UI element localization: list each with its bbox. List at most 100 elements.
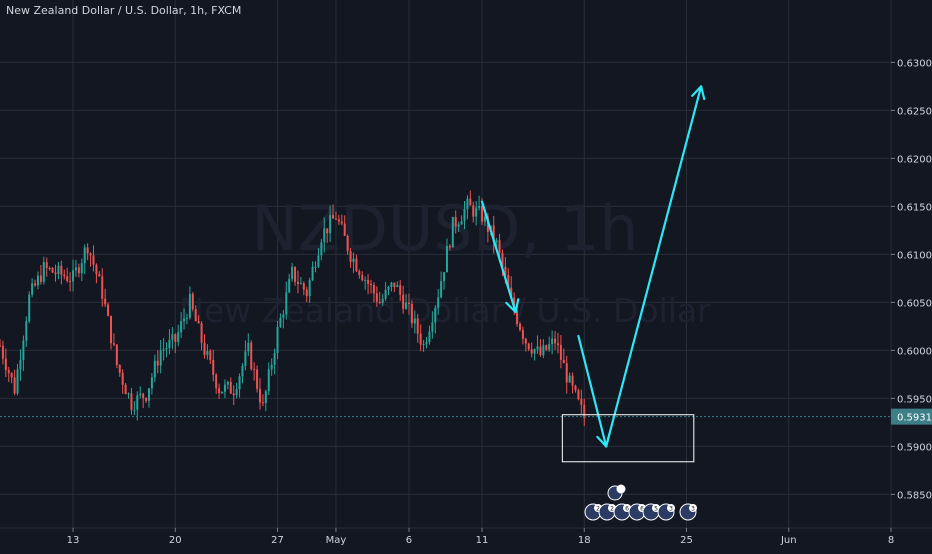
candle-body: [185, 317, 188, 319]
candle-body: [147, 388, 150, 401]
candle-body: [229, 381, 232, 394]
target-zone-rectangle: [561, 414, 695, 463]
candle-body: [107, 304, 110, 316]
candle-body: [332, 215, 335, 219]
candle-body: [390, 282, 393, 287]
x-tick-label: 6: [406, 535, 412, 546]
candle-body: [66, 276, 69, 282]
event-marker: 3: [657, 503, 675, 521]
candle-body: [402, 294, 405, 309]
candle-body: [31, 283, 34, 295]
candle-body: [443, 272, 446, 282]
candle-body: [410, 303, 413, 324]
candle-body: [305, 289, 308, 297]
candle-body: [495, 240, 498, 243]
candle-body: [0, 345, 1, 347]
event-marker: 2: [598, 503, 616, 521]
candle-body: [241, 365, 244, 377]
candle-body: [16, 369, 19, 394]
last-price-label-bg: [891, 408, 932, 425]
candle-body: [367, 279, 370, 284]
candle-body: [215, 374, 218, 389]
event-marker: 3: [679, 503, 697, 521]
candle-body: [384, 289, 387, 299]
candle-body: [110, 315, 113, 344]
candle-body: [574, 385, 577, 391]
candle-body: [463, 209, 466, 222]
drawings[interactable]: [480, 85, 706, 463]
candle-body: [469, 198, 472, 206]
candle-body: [218, 388, 221, 394]
candle-body: [4, 358, 7, 371]
candle-body: [115, 344, 118, 365]
candle-body: [577, 390, 580, 399]
candle-body: [188, 293, 191, 318]
candle-body: [180, 321, 183, 333]
candle-body: [296, 281, 299, 284]
candle-body: [133, 409, 136, 411]
candle-body: [326, 228, 329, 234]
candle-body: [425, 342, 428, 345]
candle-body: [372, 285, 375, 294]
x-tick-label: May: [326, 535, 347, 546]
x-tick-label: 18: [578, 535, 591, 546]
candle-body: [159, 350, 162, 366]
event-marker: [607, 484, 626, 501]
candle-body: [440, 281, 443, 298]
candle-body: [288, 278, 291, 293]
candle-body: [510, 287, 513, 298]
candle-body: [83, 247, 86, 264]
candle-body: [302, 283, 305, 290]
candle-body: [358, 271, 361, 275]
candle-body: [136, 395, 139, 410]
candle-body: [507, 275, 510, 288]
candle-body: [276, 326, 279, 354]
candle-body: [212, 360, 215, 375]
candle-body: [150, 377, 153, 389]
candle-body: [422, 344, 425, 346]
event-markers[interactable]: 2 2 6 6 5 3 3: [584, 484, 697, 521]
candle-body: [387, 286, 390, 290]
arrow-shaft: [480, 200, 517, 314]
event-marker: 2: [584, 503, 602, 521]
candle-body: [498, 240, 501, 253]
candle-body: [42, 262, 45, 282]
candle-body: [177, 332, 180, 342]
x-tick-label: 20: [169, 535, 182, 546]
candle-body: [568, 375, 571, 383]
x-tick-label: 25: [680, 535, 693, 546]
candle-body: [533, 349, 536, 354]
candle-body: [524, 338, 527, 344]
candle-body: [405, 302, 408, 309]
time-axis[interactable]: 13 20 27 May 6 11 18 25 Jun 8: [67, 528, 895, 546]
candle-body: [282, 314, 285, 318]
candle-body: [209, 351, 212, 361]
candle-body: [232, 393, 235, 396]
candle-body: [235, 389, 238, 396]
candle-body: [460, 221, 463, 225]
x-tick-label: 27: [271, 535, 284, 546]
candle-body: [475, 207, 478, 217]
watermark-name: New Zealand Dollar / U.S. Dollar: [179, 291, 711, 330]
candle-body: [545, 345, 548, 350]
candle-body: [92, 255, 95, 265]
candle-body: [516, 310, 519, 324]
candle-body: [349, 251, 352, 263]
y-tick-label: 0.63000: [897, 58, 932, 69]
candle-body: [457, 224, 460, 227]
candle-body: [361, 274, 364, 281]
candle-body: [396, 285, 399, 287]
arrow-head: [514, 298, 520, 314]
candle-body: [174, 334, 177, 342]
candle-body: [291, 266, 294, 279]
candle-body: [256, 369, 259, 389]
candle-body: [294, 266, 297, 282]
candle-body: [536, 346, 539, 350]
candle-body: [48, 267, 51, 269]
candle-body: [51, 268, 54, 273]
